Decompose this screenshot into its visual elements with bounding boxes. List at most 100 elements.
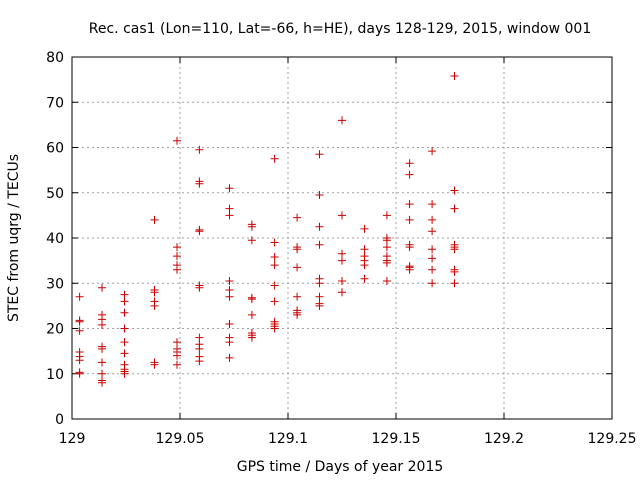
data-point — [150, 215, 159, 224]
data-point — [195, 145, 204, 154]
data-point — [120, 324, 129, 333]
x-tick-label: 129.05 — [156, 431, 205, 447]
data-point — [75, 369, 84, 378]
y-tick-label: 70 — [46, 95, 64, 111]
x-tick-label: 129.2 — [484, 431, 524, 447]
y-tick-label: 30 — [46, 276, 64, 292]
data-point — [98, 358, 106, 367]
data-point — [173, 265, 181, 274]
data-point — [315, 292, 324, 301]
y-tick-label: 0 — [55, 412, 64, 428]
data-point — [315, 301, 324, 310]
data-point — [120, 297, 129, 306]
data-point — [270, 324, 279, 333]
data-point — [150, 288, 159, 297]
data-point — [173, 338, 181, 347]
data-point — [75, 356, 84, 365]
data-point — [270, 253, 279, 261]
data-point — [225, 353, 234, 362]
axis-ticks: 0 10 20 30 40 50 60 70 80 129 129.05 129.1 129.15 129… — [46, 50, 636, 447]
data-point — [382, 211, 391, 220]
data-point — [450, 72, 459, 80]
data-point — [315, 191, 324, 199]
data-point — [247, 333, 256, 342]
data-point — [98, 369, 106, 378]
data-point — [225, 184, 234, 193]
data-point — [173, 136, 181, 145]
data-point — [428, 215, 437, 224]
data-point — [315, 222, 324, 231]
y-tick-label: 10 — [46, 367, 64, 383]
y-tick-label: 40 — [46, 231, 64, 247]
data-point — [247, 310, 256, 319]
data-point — [405, 265, 414, 274]
data-point — [75, 292, 84, 301]
data-point — [338, 211, 346, 220]
data-point — [450, 186, 459, 195]
data-point — [338, 288, 346, 297]
data-point — [360, 245, 369, 254]
data-point — [405, 200, 414, 209]
data-point — [450, 267, 459, 276]
data-point — [360, 224, 369, 233]
data-point — [150, 301, 159, 310]
data-point — [120, 369, 129, 378]
data-point — [225, 338, 234, 347]
data-point — [450, 204, 459, 213]
data-point — [338, 256, 346, 265]
data-point — [270, 297, 279, 306]
y-tick-label: 60 — [46, 141, 64, 157]
data-point — [428, 147, 437, 156]
data-point — [382, 236, 391, 245]
data-point — [225, 204, 234, 213]
x-tick-label: 129.1 — [268, 431, 308, 447]
data-point — [173, 243, 181, 252]
data-point — [120, 349, 129, 358]
data-point — [293, 310, 302, 319]
data-point — [428, 254, 437, 263]
data-point — [270, 238, 279, 247]
data-point — [360, 261, 369, 270]
x-axis-label: GPS time / Days of year 2015 — [237, 459, 444, 475]
data-point — [450, 279, 459, 288]
data-point — [120, 338, 129, 347]
data-point — [195, 357, 204, 366]
data-point — [225, 211, 234, 220]
data-point — [195, 333, 204, 342]
data-point — [225, 286, 234, 294]
data-point — [173, 351, 181, 360]
data-point — [360, 274, 369, 283]
data-point — [315, 279, 324, 288]
data-point — [428, 227, 437, 236]
data-point — [382, 258, 391, 267]
data-point — [293, 292, 302, 301]
data-point — [150, 360, 159, 369]
data-point — [315, 240, 324, 249]
data-point — [120, 308, 129, 317]
data-point — [225, 292, 234, 301]
data-point — [450, 245, 459, 254]
data-point — [98, 320, 106, 329]
y-tick-label: 50 — [46, 186, 64, 202]
data-point — [225, 320, 234, 328]
data-point — [173, 252, 181, 261]
data-point — [75, 317, 84, 326]
data-point — [405, 159, 414, 168]
grid-lines — [72, 57, 612, 419]
x-tick-label: 129 — [59, 431, 86, 447]
data-point — [293, 213, 302, 222]
data-point — [173, 360, 181, 369]
data-point — [338, 249, 346, 258]
data-point — [315, 150, 324, 159]
data-point — [195, 179, 204, 188]
data-point — [405, 170, 414, 179]
data-point — [293, 245, 302, 254]
data-point — [270, 261, 279, 270]
data-point — [428, 265, 437, 274]
y-axis-label: STEC from uqrg / TECUs — [6, 154, 22, 322]
data-point — [195, 283, 204, 292]
data-point — [195, 227, 204, 236]
data-point — [270, 154, 279, 163]
plot-frame — [71, 56, 613, 420]
